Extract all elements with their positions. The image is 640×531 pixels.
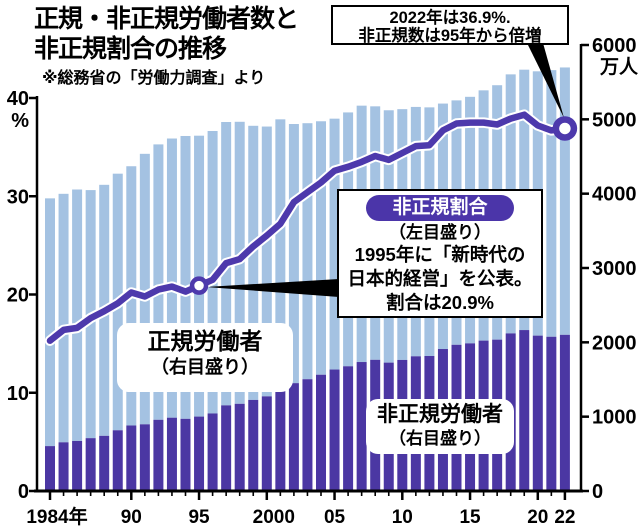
label-regular-workers: 正規労働者 （右目盛り） bbox=[117, 323, 293, 392]
ratio-line bbox=[46, 111, 569, 344]
x-axis-tick-label: 2000 bbox=[253, 507, 295, 528]
bar-regular bbox=[288, 124, 299, 384]
source-note: ※総務省の「労働力調査」より bbox=[42, 70, 266, 87]
x-axis-tick-label: 05 bbox=[324, 507, 346, 528]
bar-nonregular bbox=[302, 379, 313, 491]
bar-nonregular bbox=[112, 430, 123, 491]
x-axis-tick-label: 10 bbox=[392, 507, 413, 528]
bar-nonregular bbox=[356, 362, 367, 491]
right-axis-tick-label: 2000 bbox=[592, 332, 637, 354]
bar-nonregular bbox=[248, 399, 259, 491]
bar-nonregular bbox=[166, 417, 177, 491]
bar-nonregular bbox=[275, 389, 286, 491]
bar-nonregular bbox=[343, 366, 354, 491]
bar-nonregular bbox=[532, 335, 543, 491]
left-axis-tick-label: 10 bbox=[7, 383, 29, 405]
bar-regular bbox=[180, 135, 191, 419]
bar-nonregular bbox=[546, 336, 557, 491]
legend-ratio-scale-note: （左目盛り） bbox=[389, 223, 491, 242]
bar-regular bbox=[166, 138, 177, 418]
bar-nonregular bbox=[194, 416, 205, 491]
bar-nonregular bbox=[221, 405, 232, 491]
bar-nonregular bbox=[153, 419, 164, 491]
label-nonregular-workers: 非正規労働者 （右目盛り） bbox=[366, 399, 514, 454]
bar-nonregular bbox=[180, 418, 191, 491]
pointer-2022-wedge bbox=[527, 43, 564, 118]
bar-regular bbox=[316, 121, 326, 375]
bar-nonregular bbox=[234, 403, 245, 491]
left-axis-tick-label: 0 bbox=[18, 481, 29, 503]
right-axis-unit-label: 万人 bbox=[599, 56, 639, 78]
right-axis-tick-label: 5000 bbox=[592, 109, 637, 131]
bar-nonregular bbox=[316, 374, 326, 491]
annotation-1995-line2: 日本的経営」を公表。 bbox=[347, 268, 533, 289]
bar-nonregular bbox=[329, 369, 340, 491]
annotation-2022-line1: 2022年は36.9%. bbox=[389, 9, 511, 27]
label-nonregular-workers-name: 非正規労働者 bbox=[377, 403, 503, 426]
bar-nonregular bbox=[519, 330, 530, 491]
bar-regular bbox=[194, 135, 205, 417]
label-nonregular-workers-scale: （右目盛り） bbox=[389, 429, 491, 448]
bar-nonregular bbox=[207, 413, 218, 491]
x-axis-tick-label: 20 bbox=[527, 507, 548, 528]
marker-2022 bbox=[552, 116, 578, 141]
left-axis-tick-label: 40 bbox=[7, 88, 29, 110]
annotation-ratio-box: 非正規割合 （左目盛り） 1995年に「新時代の 日本的経営」を公表。 割合は2… bbox=[337, 189, 543, 318]
right-axis-tick-label: 6000 bbox=[592, 35, 637, 57]
left-axis-unit-label: % bbox=[11, 110, 29, 132]
annotation-2022-line2: 非正規数は95年から倍増 bbox=[358, 27, 542, 45]
bar-nonregular bbox=[139, 424, 150, 491]
bar-nonregular bbox=[288, 383, 299, 491]
bar-regular bbox=[153, 144, 164, 420]
bar-regular bbox=[329, 118, 340, 370]
annotation-1995-line1: 1995年に「新時代の bbox=[354, 244, 526, 265]
bar-nonregular bbox=[85, 438, 96, 491]
bar-regular bbox=[261, 126, 272, 397]
chart-title: 正規・非正規労働者数と 非正規割合の推移 bbox=[34, 4, 299, 64]
chart-title-line1: 正規・非正規労働者数と bbox=[34, 5, 299, 33]
pointer-1995-wedge bbox=[206, 279, 339, 297]
bar-nonregular bbox=[72, 440, 83, 491]
bar-nonregular bbox=[99, 435, 110, 491]
bar-regular bbox=[546, 70, 557, 337]
bar-nonregular bbox=[126, 425, 137, 491]
bar-regular bbox=[58, 193, 69, 443]
bar-nonregular bbox=[58, 442, 69, 491]
annotation-1995-line3: 割合は20.9% bbox=[386, 292, 494, 313]
bar-regular bbox=[72, 189, 83, 441]
x-axis-tick-label: 95 bbox=[188, 507, 210, 528]
bar-regular bbox=[139, 153, 150, 425]
x-axis-tick-label: 1984年 bbox=[26, 505, 87, 528]
bar-regular bbox=[559, 67, 570, 335]
bar-regular bbox=[45, 198, 55, 447]
bar-regular bbox=[275, 119, 286, 390]
marker-1995 bbox=[189, 276, 209, 295]
label-regular-workers-name: 正規労働者 bbox=[147, 328, 263, 354]
x-axis-tick-label: 15 bbox=[459, 507, 481, 528]
right-axis-tick-label: 4000 bbox=[592, 184, 637, 206]
bar-regular bbox=[302, 123, 313, 380]
bar-nonregular bbox=[45, 446, 55, 491]
bar-nonregular bbox=[559, 334, 570, 491]
right-axis-tick-label: 1000 bbox=[592, 407, 637, 429]
left-axis-tick-label: 30 bbox=[7, 186, 29, 208]
chart-title-line2: 非正規割合の推移 bbox=[34, 35, 227, 63]
bar-nonregular bbox=[261, 396, 272, 491]
right-axis-tick-label: 0 bbox=[592, 481, 603, 503]
legend-ratio-pill: 非正規割合 bbox=[366, 195, 514, 221]
right-axis-tick-label: 3000 bbox=[592, 258, 637, 280]
x-axis-tick-label: 22 bbox=[554, 507, 575, 528]
annotation-2022-box: 2022年は36.9%. 非正規数は95年から倍増 bbox=[331, 5, 569, 45]
label-regular-workers-scale: （右目盛り） bbox=[151, 357, 259, 377]
x-axis-tick-label: 90 bbox=[121, 507, 142, 528]
left-axis-tick-label: 20 bbox=[7, 285, 29, 307]
bar-regular bbox=[248, 125, 259, 400]
